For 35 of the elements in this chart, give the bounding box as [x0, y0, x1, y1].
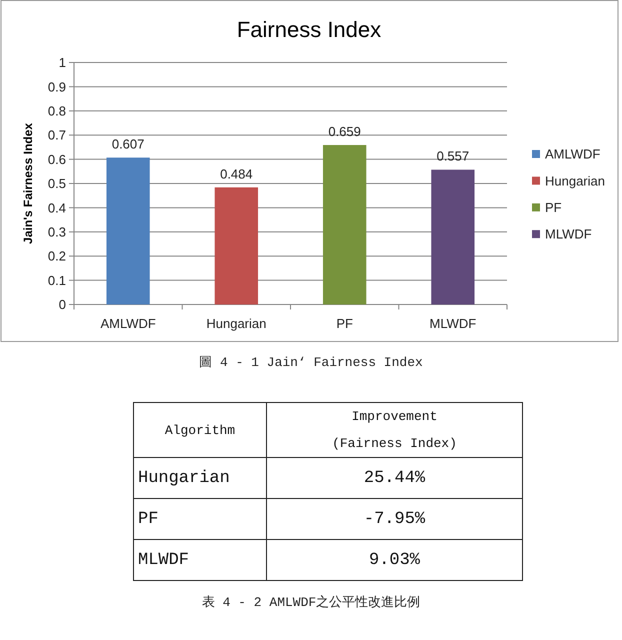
y-tick-label: 0.4	[48, 200, 66, 216]
table-cell: -7.95%	[266, 498, 522, 540]
chart-title: Fairness Index	[236, 17, 382, 42]
legend-label: Hungarian	[545, 173, 605, 188]
data-label: 0.659	[328, 124, 361, 140]
y-axis-title: Jain's Fairness Index	[21, 123, 35, 244]
x-tick-label: PF	[336, 316, 353, 331]
y-tick-label: 0.6	[48, 152, 66, 167]
data-label: 0.557	[436, 148, 470, 164]
caption: 圖 4 - 1 Jain‘ Fairness Index	[198, 354, 424, 372]
data-label: 0.484	[220, 166, 253, 182]
column-header: Algorithm	[134, 402, 266, 458]
legend-label: MLWDF	[545, 226, 592, 242]
y-tick-label: 0.3	[48, 224, 66, 240]
y-tick-label: 0.7	[48, 128, 66, 143]
y-tick-label: 0.5	[48, 176, 66, 192]
x-tick-label: Hungarian	[206, 316, 266, 331]
column-header: Improvement (Fairness Index)	[266, 402, 522, 458]
y-tick-label: 0	[58, 297, 66, 312]
y-tick-label: 0.9	[48, 79, 66, 94]
legend-label: AMLWDF	[545, 146, 600, 162]
x-tick-label: MLWDF	[430, 316, 476, 331]
data-label: 0.607	[112, 136, 144, 152]
row-header: PF	[134, 498, 266, 540]
legend-label: PF	[545, 200, 562, 215]
y-tick-label: 0.1	[48, 272, 66, 288]
x-tick-label: AMLWDF	[100, 316, 156, 331]
table-cell: 9.03%	[266, 540, 522, 580]
row-header: Hungarian	[134, 458, 266, 498]
y-tick-label: 1	[58, 55, 66, 70]
caption: 表 4 - 2 AMLWDF之公平性改進比例	[200, 594, 422, 612]
y-tick-label: 0.2	[48, 248, 66, 264]
y-tick-label: 0.8	[48, 103, 66, 118]
table-cell: 25.44%	[266, 458, 522, 498]
row-header: MLWDF	[134, 540, 266, 580]
